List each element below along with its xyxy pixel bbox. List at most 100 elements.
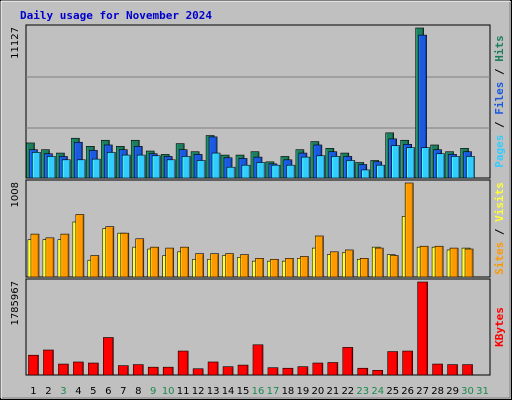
legend-entry: /: [493, 222, 506, 242]
legend-kbytes: KBytes: [493, 307, 506, 347]
bar-pages-day-6: [107, 152, 116, 179]
x-axis-day-labels: 1 2 3 4 5 6 7 8 9 10 11 12 13 14 15 16 17 18 19 20 21 22 23 24 2…: [30, 386, 489, 397]
bar-sites-day-2: [45, 237, 55, 278]
bar-kbytes-day-18: [282, 367, 294, 376]
legend-entry: Visits: [493, 182, 506, 222]
bar-sites-day-29: [449, 247, 459, 278]
bar-sites-day-25: [389, 255, 399, 278]
x-tick-day-21: 21: [326, 386, 339, 397]
bar-pages-day-27: [421, 147, 430, 179]
bar-kbytes-day-14: [222, 366, 234, 376]
bar-pages-day-9: [151, 155, 161, 179]
x-tick-day-5: 5: [90, 386, 96, 397]
bar-pages-day-13: [211, 152, 221, 179]
bar-pages-day-26: [406, 147, 415, 179]
x-tick-day-14: 14: [222, 386, 235, 397]
bar-sites-day-23: [359, 258, 369, 278]
bar-sites-day-10: [165, 247, 174, 278]
bar-pages-day-29: [451, 156, 460, 179]
x-tick-day-27: 27: [416, 386, 429, 397]
bar-kbytes-day-7: [117, 365, 129, 376]
bar-sites-day-8: [135, 238, 145, 278]
bar-sites-day-30: [464, 248, 474, 278]
x-tick-day-10: 10: [162, 386, 175, 397]
bar-kbytes-day-2: [43, 349, 54, 376]
bar-sites-day-12: [195, 253, 204, 278]
bar-sites-day-5: [90, 255, 100, 278]
legend-entry: Files: [493, 82, 506, 115]
x-tick-day-24: 24: [371, 386, 384, 397]
bar-kbytes-day-4: [73, 361, 84, 376]
bar-pages-day-30: [466, 156, 475, 179]
bar-sites-day-28: [434, 245, 444, 278]
x-tick-day-28: 28: [431, 386, 444, 397]
bar-sites-day-7: [120, 232, 130, 278]
bar-sites-day-24: [374, 247, 384, 278]
bar-pages-day-2: [47, 156, 56, 179]
bar-sites-day-16: [255, 258, 264, 278]
bar-sites-day-20: [315, 235, 324, 278]
bar-pages-day-19: [301, 156, 311, 179]
panel-visits-sites: 1008 Sites / Visits: [10, 179, 506, 278]
x-tick-day-30: 30: [461, 386, 474, 397]
bar-sites-day-9: [150, 246, 160, 278]
bar-sites-day-4: [75, 214, 85, 278]
legend-hits-files-pages: Pages / Files / Hits: [493, 35, 506, 168]
x-tick-day-15: 15: [237, 386, 250, 397]
bar-kbytes-day-8: [132, 364, 144, 376]
legend-entry: KBytes: [493, 307, 506, 347]
x-tick-day-25: 25: [386, 386, 399, 397]
bar-sites-day-19: [300, 256, 309, 278]
x-tick-day-13: 13: [207, 386, 220, 397]
bar-sites-day-21: [330, 251, 339, 278]
bar-sites-day-1: [30, 233, 40, 278]
bar-pages-day-4: [77, 159, 86, 179]
bar-kbytes-day-27: [417, 281, 428, 376]
x-tick-day-11: 11: [177, 386, 190, 397]
bar-sites-day-15: [240, 254, 249, 278]
bar-pages-day-21: [331, 156, 341, 179]
bar-sites-day-18: [285, 258, 294, 278]
x-tick-day-1: 1: [30, 386, 36, 397]
bar-pages-day-10: [166, 159, 176, 179]
bar-kbytes-day-1: [28, 354, 39, 376]
bar-sites-day-22: [345, 249, 354, 278]
bar-kbytes-day-3: [58, 363, 69, 376]
bar-pages-day-14: [226, 166, 236, 179]
bar-pages-day-7: [121, 154, 131, 179]
legend-entry: Pages: [493, 135, 506, 168]
bar-kbytes-day-20: [312, 362, 324, 376]
bar-pages-day-12: [196, 160, 206, 179]
bar-pages-day-15: [241, 164, 251, 179]
bar-kbytes-day-9: [147, 366, 159, 376]
bar-sites-day-6: [105, 226, 115, 278]
bar-kbytes-day-6: [103, 337, 114, 376]
x-tick-day-12: 12: [192, 386, 205, 397]
bar-kbytes-day-26: [402, 350, 413, 376]
ymax-label-hits-files-pages: 11127: [10, 27, 21, 59]
bar-kbytes-day-25: [387, 351, 399, 376]
x-tick-day-29: 29: [446, 386, 459, 397]
x-tick-day-8: 8: [135, 386, 141, 397]
bar-pages-day-3: [62, 159, 71, 179]
legend-entry: /: [493, 62, 506, 82]
x-tick-day-18: 18: [282, 386, 295, 397]
x-tick-day-3: 3: [60, 386, 66, 397]
bar-pages-day-25: [391, 145, 401, 179]
panel-hits-files-pages: 11127 Pages / Files / Hits: [10, 24, 506, 179]
bar-pages-day-18: [286, 164, 296, 179]
legend-visits-sites: Sites / Visits: [493, 182, 506, 275]
x-tick-day-9: 9: [150, 386, 156, 397]
x-tick-day-4: 4: [75, 386, 81, 397]
bar-sites-day-27: [419, 245, 429, 278]
chart-title: Daily usage for November 2024: [20, 9, 212, 22]
ymax-label-visits-sites: 1008: [10, 182, 21, 207]
bar-kbytes-day-19: [297, 366, 309, 376]
chart-panels: 11127 Pages / Files / Hits 1008 Sites / Vis…: [10, 24, 506, 376]
bar-kbytes-day-15: [237, 364, 249, 376]
bar-sites-day-11: [180, 246, 189, 278]
bar-kbytes-day-21: [327, 362, 339, 376]
bar-kbytes-day-10: [162, 366, 174, 376]
